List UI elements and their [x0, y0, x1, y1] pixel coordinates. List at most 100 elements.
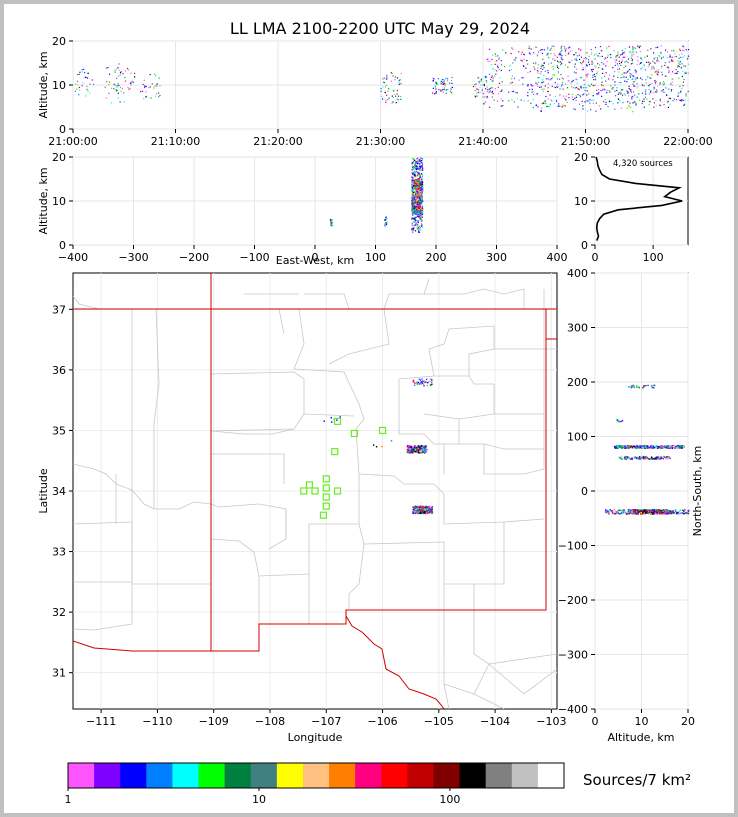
source-point [650, 512, 653, 515]
source-point [618, 60, 621, 62]
source-point [616, 419, 618, 421]
source-point [687, 510, 690, 513]
source-point [661, 65, 663, 67]
colorbar-cell [172, 763, 200, 788]
north-south-ylabel: North-South, km [691, 446, 704, 537]
north-south-xlabel: Altitude, km [607, 731, 674, 744]
source-point [687, 90, 689, 93]
source-point [590, 83, 593, 85]
source-point [685, 71, 687, 73]
source-point [564, 54, 567, 57]
source-point [406, 445, 409, 448]
source-point [546, 49, 548, 51]
source-point [641, 457, 644, 459]
source-point [615, 447, 618, 449]
source-point [422, 187, 424, 189]
x-tick-label: 21:20:00 [253, 135, 302, 148]
source-point [418, 451, 421, 453]
source-point [671, 84, 673, 86]
source-point [417, 216, 420, 219]
source-point [629, 72, 631, 74]
source-point [417, 207, 419, 209]
station-marker [322, 475, 330, 483]
source-point [575, 99, 577, 101]
source-point [577, 93, 579, 96]
source-point [651, 444, 654, 447]
source-point [660, 45, 662, 47]
source-point [424, 509, 427, 511]
source-point [78, 86, 80, 89]
source-point [420, 446, 422, 449]
source-point [665, 446, 667, 449]
source-point [592, 68, 594, 71]
source-point [648, 511, 650, 514]
source-point [412, 201, 415, 203]
source-point [502, 105, 504, 107]
source-point [672, 60, 674, 62]
source-point [633, 447, 636, 449]
source-point [636, 457, 639, 460]
source-point [419, 506, 422, 509]
source-point [479, 86, 481, 88]
source-point [421, 189, 424, 192]
source-point [653, 447, 655, 449]
source-point [498, 58, 500, 60]
source-point [419, 162, 421, 164]
source-point [411, 186, 413, 189]
source-point [119, 72, 122, 74]
source-point [523, 65, 525, 68]
source-point [620, 420, 622, 423]
source-point [419, 205, 421, 208]
source-point [481, 78, 483, 80]
source-point [128, 88, 130, 90]
source-point [628, 457, 630, 459]
source-point [416, 211, 418, 214]
source-point [542, 68, 544, 71]
source-point [594, 47, 597, 49]
source-point [593, 79, 595, 81]
source-point [560, 53, 562, 55]
source-point [671, 50, 673, 52]
source-point [671, 81, 673, 83]
source-point [666, 509, 669, 512]
source-point [496, 70, 498, 72]
source-point [576, 59, 578, 62]
y-tick-label: 33 [52, 546, 66, 559]
source-point [124, 80, 127, 82]
source-point [450, 79, 453, 82]
source-point [451, 82, 453, 84]
source-point [664, 509, 667, 512]
source-point [418, 194, 421, 196]
source-point [665, 457, 667, 460]
source-point [625, 65, 627, 67]
time-height-ticks: 21:00:00 21:10:00 21:20:00 21:30:00 21:40:00… [48, 35, 712, 148]
source-point [538, 51, 540, 53]
source-point [614, 95, 617, 97]
source-point [547, 105, 550, 107]
source-point [651, 74, 653, 76]
source-point [623, 511, 626, 513]
source-point [139, 91, 142, 93]
source-point [632, 384, 634, 387]
source-point [626, 447, 629, 449]
source-point [596, 73, 598, 75]
source-point [490, 78, 492, 80]
source-point [641, 446, 644, 449]
source-point [654, 511, 656, 513]
source-point [416, 383, 418, 386]
source-point [414, 181, 417, 183]
source-point [432, 80, 434, 82]
source-point [543, 81, 545, 83]
source-point [518, 51, 520, 53]
source-point [416, 178, 419, 180]
source-point [592, 76, 594, 78]
source-point [413, 183, 415, 185]
source-point [616, 63, 619, 65]
source-point [619, 100, 621, 102]
source-point [533, 52, 535, 54]
source-point [624, 94, 627, 96]
station-marker [305, 481, 313, 489]
source-point [629, 106, 632, 109]
source-point [484, 101, 487, 103]
source-point [384, 86, 387, 88]
